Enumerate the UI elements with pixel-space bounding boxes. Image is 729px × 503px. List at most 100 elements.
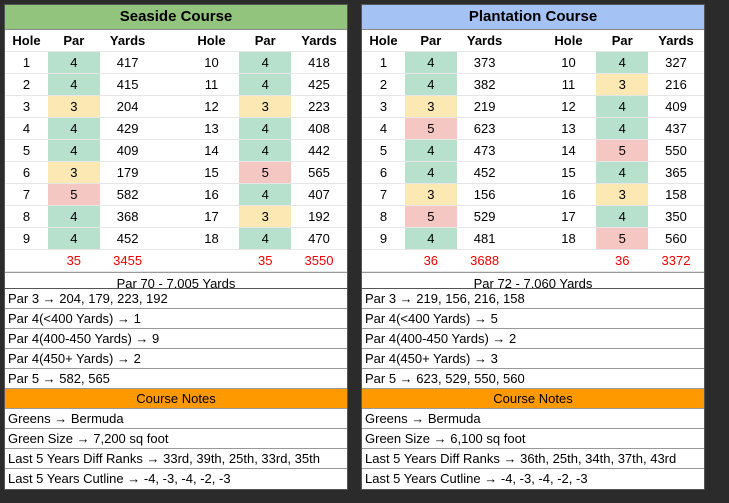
plantation-scorecard: Plantation Course Hole Par Yards Hole Par Yar…: [361, 4, 705, 296]
green-size-note: Green Size → 7,200 sq foot: [5, 429, 347, 449]
spacer-cell: [512, 30, 541, 52]
hole-par: 5: [596, 227, 649, 250]
par4-mid-breakdown: Par 4(400-450 Yards) → 9: [5, 329, 347, 349]
hole-number: 11: [183, 73, 240, 96]
hole-number: 10: [183, 51, 240, 74]
seaside-scorecard: Seaside Course Hole Par Yards Hole Par Yards 1…: [4, 4, 348, 296]
yards-header: Yards: [456, 30, 513, 52]
course-summary: Par 72 - 7,060 Yards: [362, 272, 704, 295]
spacer-cell: [155, 249, 184, 272]
hole-par: 5: [405, 117, 457, 140]
course-title: Seaside Course: [5, 5, 347, 30]
spacer-cell: [512, 183, 541, 206]
empty-cell: [362, 249, 406, 272]
yards-header: Yards: [99, 30, 156, 52]
hole-par: 4: [596, 117, 649, 140]
hole-row: 9 4 452 18 4 470: [5, 227, 347, 250]
hole-par: 4: [405, 73, 457, 96]
par3-breakdown: Par 3 → 219, 156, 216, 158: [362, 289, 704, 309]
hole-number: 13: [540, 117, 597, 140]
greens-note: Greens → Bermuda: [362, 409, 704, 429]
hole-par: 5: [596, 139, 649, 162]
hole-par: 5: [405, 205, 457, 228]
hole-yards: 560: [648, 227, 704, 250]
hole-yards: 407: [291, 183, 347, 206]
par3-breakdown: Par 3 → 204, 179, 223, 192: [5, 289, 347, 309]
hole-yards: 327: [648, 51, 704, 74]
hole-par: 4: [405, 161, 457, 184]
spacer-cell: [512, 227, 541, 250]
hole-number: 12: [540, 95, 597, 118]
hole-yards: 565: [291, 161, 347, 184]
hole-header: Hole: [540, 30, 597, 52]
hole-number: 4: [362, 117, 406, 140]
hole-header: Hole: [5, 30, 49, 52]
hole-number: 11: [540, 73, 597, 96]
hole-row: 5 4 473 14 5 550: [362, 139, 704, 162]
front-yards-total: 3455: [99, 249, 156, 272]
hole-number: 3: [362, 95, 406, 118]
hole-number: 16: [540, 183, 597, 206]
spacer-cell: [512, 161, 541, 184]
hole-row: 3 3 219 12 4 409: [362, 95, 704, 118]
hole-row: 6 3 179 15 5 565: [5, 161, 347, 184]
back-yards-total: 3550: [291, 249, 347, 272]
hole-yards: 470: [291, 227, 347, 250]
hole-par: 4: [596, 95, 649, 118]
hole-yards: 365: [648, 161, 704, 184]
hole-yards: 442: [291, 139, 347, 162]
hole-yards: 437: [648, 117, 704, 140]
hole-number: 4: [5, 117, 49, 140]
hole-yards: 550: [648, 139, 704, 162]
spacer-cell: [155, 117, 184, 140]
hole-par: 4: [596, 205, 649, 228]
hole-number: 15: [540, 161, 597, 184]
hole-yards: 223: [291, 95, 347, 118]
empty-cell: [540, 249, 597, 272]
par-header: Par: [239, 30, 292, 52]
hole-number: 7: [5, 183, 49, 206]
spacer-cell: [155, 95, 184, 118]
hole-yards: 529: [456, 205, 513, 228]
hole-par: 3: [239, 205, 292, 228]
par4-mid-breakdown: Par 4(400-450 Yards) → 2: [362, 329, 704, 349]
hole-number: 18: [183, 227, 240, 250]
hole-number: 3: [5, 95, 49, 118]
totals-row: 35 3455 35 3550: [5, 249, 347, 272]
hole-yards: 418: [291, 51, 347, 74]
hole-par: 4: [405, 227, 457, 250]
hole-par: 4: [239, 183, 292, 206]
spacer-cell: [155, 73, 184, 96]
spacer-cell: [512, 249, 541, 272]
hole-number: 16: [183, 183, 240, 206]
hole-par: 4: [405, 139, 457, 162]
course-title: Plantation Course: [362, 5, 704, 30]
hole-number: 15: [183, 161, 240, 184]
spacer-cell: [512, 139, 541, 162]
hole-number: 9: [362, 227, 406, 250]
spacer-cell: [512, 51, 541, 74]
hole-row: 4 4 429 13 4 408: [5, 117, 347, 140]
hole-row: 8 4 368 17 3 192: [5, 205, 347, 228]
par5-breakdown: Par 5 → 623, 529, 550, 560: [362, 369, 704, 389]
hole-par: 5: [48, 183, 100, 206]
hole-number: 2: [362, 73, 406, 96]
par-header: Par: [48, 30, 100, 52]
spacer-cell: [155, 183, 184, 206]
hole-par: 4: [239, 117, 292, 140]
hole-number: 2: [5, 73, 49, 96]
cutline-note: Last 5 Years Cutline → -4, -3, -4, -2, -…: [365, 471, 588, 486]
hole-yards: 350: [648, 205, 704, 228]
hole-par: 3: [48, 95, 100, 118]
hole-number: 14: [183, 139, 240, 162]
hole-number: 13: [183, 117, 240, 140]
hole-row: 7 3 156 16 3 158: [362, 183, 704, 206]
hole-yards: 417: [99, 51, 156, 74]
hole-number: 9: [5, 227, 49, 250]
hole-par: 4: [596, 51, 649, 74]
hole-par: 4: [239, 73, 292, 96]
hole-par: 3: [405, 183, 457, 206]
spacer-cell: [512, 95, 541, 118]
hole-row: 1 4 417 10 4 418: [5, 51, 347, 74]
hole-par: 4: [405, 51, 457, 74]
